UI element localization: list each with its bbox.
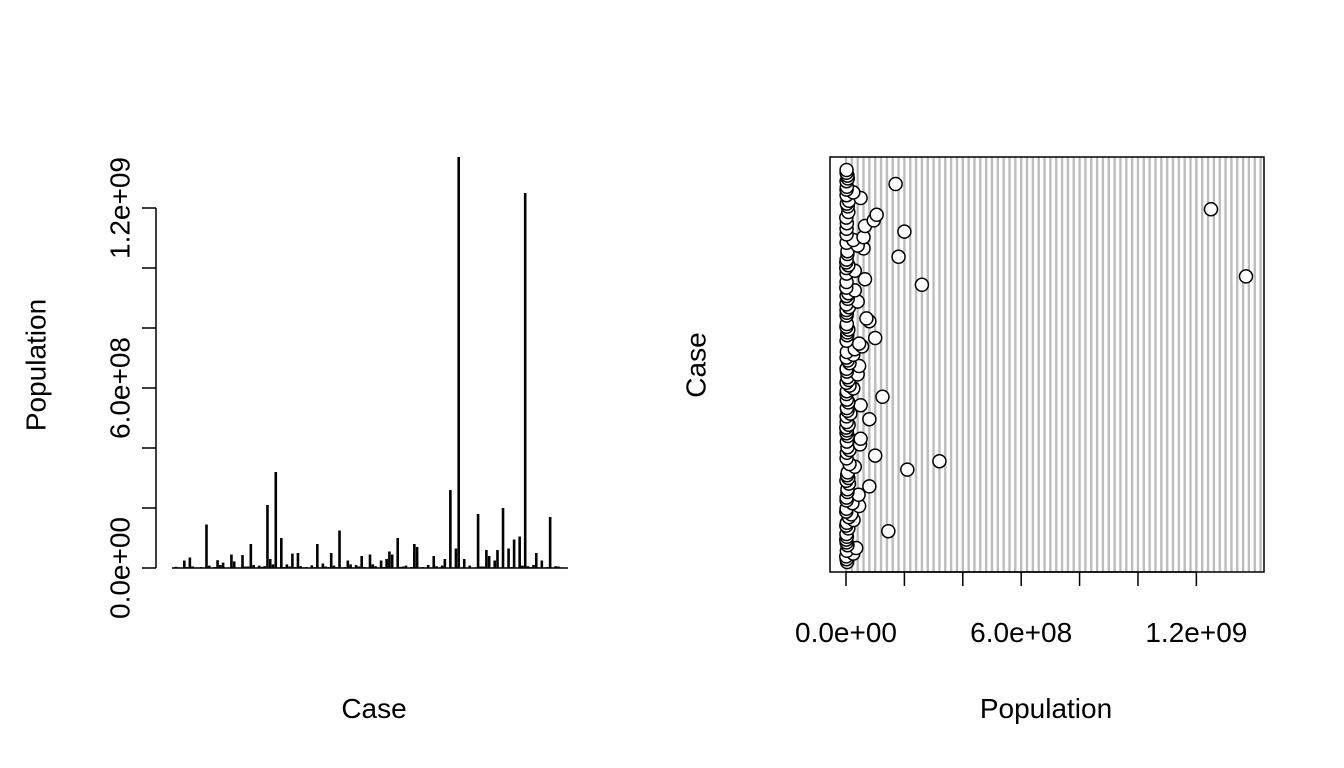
y-tick-label: 1.2e+09 xyxy=(105,157,136,259)
data-point xyxy=(859,311,874,326)
data-point xyxy=(862,411,877,427)
data-point xyxy=(897,224,912,239)
right-dot-chart: 0.0e+00 6.0e+08 1.2e+09 Population Case xyxy=(681,156,1265,724)
data-point xyxy=(881,523,896,539)
data-point xyxy=(875,389,890,405)
x-tick-label: 0.0e+00 xyxy=(795,617,897,648)
x-tick-label: 6.0e+08 xyxy=(970,617,1072,648)
data-point xyxy=(853,397,868,413)
data-point xyxy=(869,207,884,223)
x-axis-title: Case xyxy=(341,693,406,724)
data-point xyxy=(914,277,930,293)
data-point xyxy=(853,431,868,447)
data-point xyxy=(851,336,867,351)
data-point xyxy=(1203,201,1219,217)
data-point xyxy=(891,249,906,265)
data-point xyxy=(900,462,915,477)
data-point xyxy=(867,330,883,346)
x-axis-title: Population xyxy=(980,693,1112,724)
data-point xyxy=(932,453,947,469)
y-axis-title: Population xyxy=(21,299,52,431)
left-bar-chart: 0.0e+00 6.0e+08 1.2e+09 Case Population xyxy=(21,157,568,724)
y-tick-label: 6.0e+08 xyxy=(105,337,136,439)
plot-background xyxy=(830,157,1264,572)
y-tick-label: 0.0e+00 xyxy=(105,517,136,619)
data-point xyxy=(888,176,903,192)
data-point xyxy=(839,162,854,178)
x-tick-label: 1.2e+09 xyxy=(1145,617,1247,648)
data-point xyxy=(862,479,877,494)
data-point xyxy=(867,448,883,463)
data-point xyxy=(857,271,873,287)
y-axis-title: Case xyxy=(681,332,712,397)
data-point xyxy=(1238,269,1254,284)
